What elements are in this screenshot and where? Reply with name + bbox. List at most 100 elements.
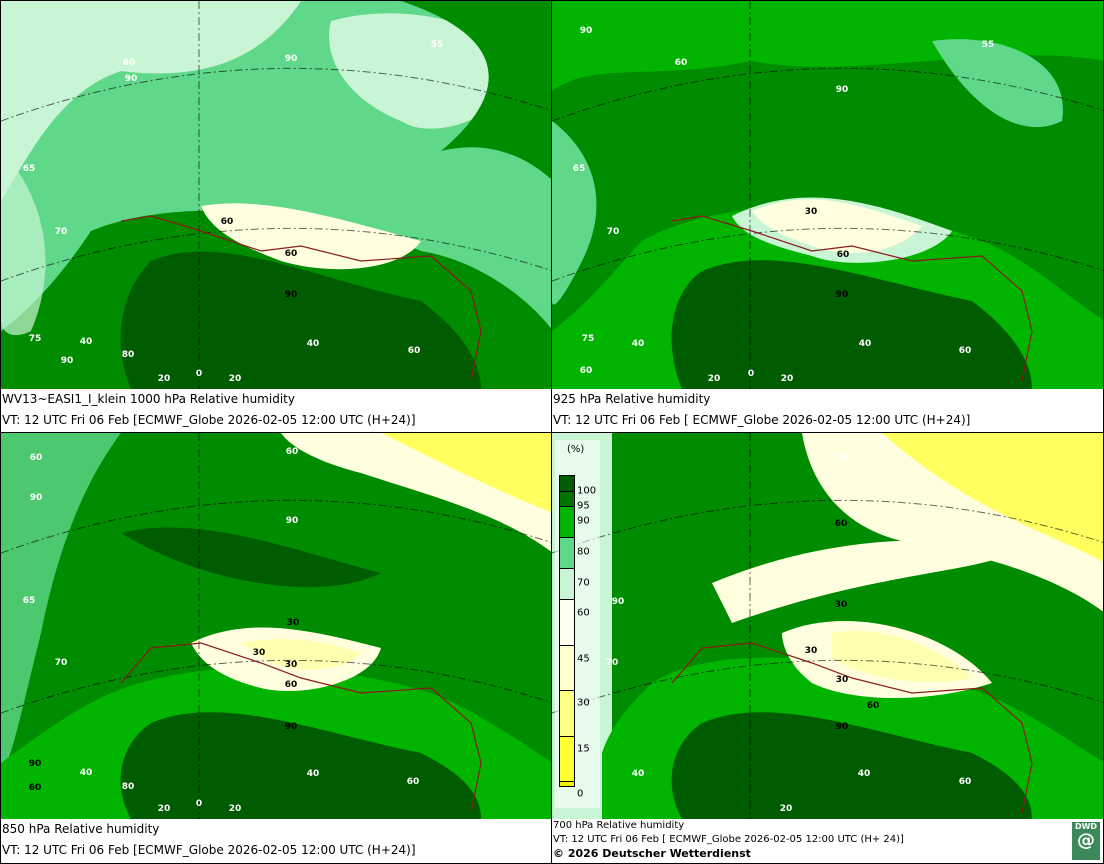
- contour-label: 60: [674, 58, 688, 68]
- contour-label: 90: [835, 722, 849, 732]
- panel-caption: 925 hPa Relative humidity VT: 12 UTC Fri…: [552, 389, 1103, 432]
- copyright: © 2026 Deutscher Wetterdienst: [553, 847, 751, 860]
- contour-label: 70: [606, 227, 620, 237]
- contour-label: 55: [981, 40, 995, 50]
- map-panel-925hpa: 90 60 55 90 65 70 30 60 90 75 40 40 60 6…: [551, 0, 1104, 433]
- legend-tick: 30: [577, 697, 590, 709]
- legend-tick: 95: [577, 500, 590, 512]
- contour-label: 80: [121, 350, 135, 360]
- legend-tick: 80: [577, 546, 590, 558]
- contour-label: 70: [54, 227, 68, 237]
- contour-label: 40: [306, 339, 320, 349]
- contour-label: 75: [28, 334, 42, 344]
- legend-tick: 0: [577, 788, 584, 800]
- contour-label: 60: [285, 447, 299, 457]
- contour-label: 60: [866, 701, 880, 711]
- contour-label: 60: [284, 249, 298, 259]
- humidity-map: [1, 433, 551, 819]
- contour-label: 65: [22, 596, 36, 606]
- contour-label: 20: [157, 374, 171, 384]
- valid-time: VT: 12 UTC Fri 06 Feb [ECMWF_Globe 2026-…: [2, 413, 416, 427]
- contour-label: 90: [284, 54, 298, 64]
- contour-label: 40: [306, 769, 320, 779]
- legend-swatch: [560, 782, 574, 786]
- contour-label: 60: [958, 346, 972, 356]
- contour-label: 60: [406, 777, 420, 787]
- map-panel-700hpa: 90 60 90 70 30 30 30 60 90 40 40 60 20 7…: [551, 432, 1104, 864]
- contour-label: 20: [779, 804, 793, 814]
- contour-label: 40: [857, 769, 871, 779]
- panel-caption: WV13~EASI1_I_klein 1000 hPa Relative hum…: [1, 389, 551, 432]
- legend-tick: 90: [577, 515, 590, 527]
- contour-label: 60: [579, 366, 593, 376]
- legend-tick: 100: [577, 485, 597, 497]
- contour-label: 60: [284, 680, 298, 690]
- contour-label: 40: [79, 337, 93, 347]
- contour-label: 60: [836, 250, 850, 260]
- contour-label: 80: [121, 782, 135, 792]
- contour-label: 40: [631, 339, 645, 349]
- contour-label: 0: [195, 799, 203, 809]
- legend-tick: 15: [577, 743, 590, 755]
- contour-label: 30: [835, 675, 849, 685]
- contour-label: 90: [835, 290, 849, 300]
- spiral-icon: @: [1077, 830, 1095, 851]
- contour-label: 70: [54, 658, 68, 668]
- contour-label: 60: [122, 58, 136, 68]
- panel-caption: 850 hPa Relative humidity VT: 12 UTC Fri…: [1, 819, 551, 863]
- contour-label: 60: [958, 777, 972, 787]
- legend-unit: (%): [567, 444, 585, 455]
- contour-label: 90: [28, 759, 42, 769]
- dwd-logo: DWD @: [1072, 822, 1100, 860]
- legend-colorbar: [559, 475, 575, 787]
- contour-label: 75: [581, 334, 595, 344]
- contour-label: 0: [195, 369, 203, 379]
- legend-swatch: [560, 492, 574, 507]
- contour-label: 20: [157, 804, 171, 814]
- contour-label: 30: [284, 660, 298, 670]
- contour-label: 40: [79, 768, 93, 778]
- legend-swatch: [560, 507, 574, 538]
- contour-label: 60: [29, 453, 43, 463]
- contour-label: 30: [804, 646, 818, 656]
- contour-label: 90: [284, 290, 298, 300]
- legend-swatch: [560, 600, 574, 646]
- contour-label: 90: [579, 26, 593, 36]
- contour-label: 30: [286, 618, 300, 628]
- panel-title: WV13~EASI1_I_klein 1000 hPa Relative hum…: [2, 392, 295, 406]
- contour-label: 70: [605, 658, 619, 668]
- panel-caption: 700 hPa Relative humidity VT: 12 UTC Fri…: [552, 819, 1103, 863]
- contour-label: 90: [284, 722, 298, 732]
- contour-label: 30: [252, 648, 266, 658]
- contour-label: 65: [572, 164, 586, 174]
- contour-label: 0: [747, 369, 755, 379]
- contour-label: 90: [835, 453, 849, 463]
- panel-title: 700 hPa Relative humidity: [553, 820, 685, 831]
- humidity-map: [1, 1, 551, 389]
- legend-swatch: [560, 691, 574, 737]
- legend-swatch: [560, 737, 574, 782]
- valid-time: VT: 12 UTC Fri 06 Feb [ECMWF_Globe 2026-…: [2, 843, 416, 857]
- legend-swatch: [560, 569, 574, 600]
- contour-label: 90: [60, 356, 74, 366]
- contour-label: 60: [220, 217, 234, 227]
- contour-label: 20: [707, 374, 721, 384]
- contour-label: 40: [858, 339, 872, 349]
- color-legend: (%) 100 95 90 80 70 60 45 30 15 0: [555, 440, 600, 808]
- legend-swatch: [560, 646, 574, 691]
- contour-label: 60: [28, 783, 42, 793]
- valid-time: VT: 12 UTC Fri 06 Feb [ ECMWF_Globe 2026…: [553, 413, 971, 427]
- humidity-map: [552, 1, 1103, 389]
- contour-label: 20: [228, 374, 242, 384]
- panel-title: 850 hPa Relative humidity: [2, 822, 160, 836]
- legend-swatch: [560, 538, 574, 569]
- map-panel-1000hpa: 90 60 90 55 65 70 60 60 90 40 60 75 40 9…: [0, 0, 552, 433]
- contour-label: 55: [430, 40, 444, 50]
- contour-label: 90: [124, 74, 138, 84]
- map-panel-850hpa: 60 60 90 90 65 70 30 30 30 60 90 40 40 6…: [0, 432, 552, 864]
- contour-label: 30: [834, 600, 848, 610]
- legend-tick: 70: [577, 577, 590, 589]
- dwd-logo-text: DWD: [1074, 822, 1098, 831]
- contour-label: 90: [611, 597, 625, 607]
- contour-label: 90: [29, 493, 43, 503]
